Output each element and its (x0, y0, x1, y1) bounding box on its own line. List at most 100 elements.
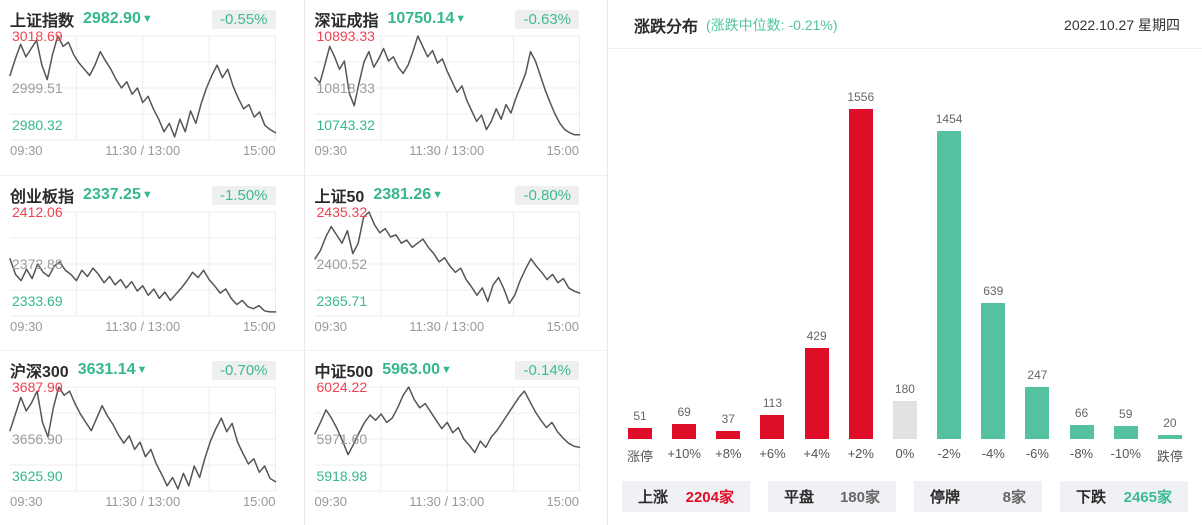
bar-group[interactable]: 37 (708, 412, 748, 439)
x-tick-close: 15:00 (242, 494, 276, 509)
x-axis-ticks: 09:30 11:30 / 13:00 15:00 (315, 494, 580, 509)
y-low-label: 10743.32 (316, 117, 375, 133)
distribution-bar[interactable] (760, 415, 785, 439)
distribution-bar[interactable] (892, 401, 917, 439)
bar-group[interactable]: 20 (1150, 416, 1190, 439)
x-axis-ticks: 09:30 11:30 / 13:00 15:00 (315, 143, 580, 158)
index-card-szse-component[interactable]: 深证成指 10750.14 ▼ -0.63% 10893.33 10818.33… (303, 0, 608, 175)
index-card-header: 创业板指 2337.25 ▼ -1.50% (10, 183, 276, 207)
y-prevclose-label: 2999.51 (12, 80, 63, 96)
down-arrow-icon: ▼ (141, 13, 153, 25)
bar-category-label: -6% (1025, 446, 1049, 461)
y-prevclose-label: 2400.52 (316, 256, 368, 272)
bar-group[interactable]: 1454 (929, 112, 969, 439)
bar-category-label: +8% (715, 446, 742, 461)
change-percent-badge: -0.14% (515, 360, 579, 380)
index-card-header: 中证500 5963.00 ▼ -0.14% (315, 358, 579, 382)
distribution-bar[interactable] (1157, 435, 1182, 439)
y-low-label: 2333.69 (12, 293, 63, 309)
sparkline-svg (10, 36, 276, 140)
down-arrow-icon: ▼ (455, 13, 467, 25)
bar-value-label: 66 (1074, 406, 1089, 420)
summary-label: 下跌 (1076, 489, 1107, 506)
distribution-bar[interactable] (937, 131, 962, 439)
bar-group[interactable]: 180 (885, 382, 925, 439)
bar-group[interactable]: 51 (620, 409, 660, 439)
x-tick-close: 15:00 (546, 494, 579, 509)
bar-group[interactable]: 69 (664, 405, 704, 439)
bar-group[interactable]: 66 (1062, 406, 1102, 439)
index-card-csi-300[interactable]: 沪深300 3631.14 ▼ -0.70% 3687.90 3656.90 3… (0, 350, 304, 525)
distribution-bar[interactable] (1069, 425, 1094, 439)
distribution-bar[interactable] (628, 428, 652, 439)
distribution-bar[interactable] (848, 109, 873, 439)
bar-category-label: 0% (895, 446, 915, 461)
x-tick-open: 09:30 (314, 494, 348, 509)
index-card-header: 上证50 2381.26 ▼ -0.80% (315, 183, 579, 207)
intraday-line-chart: 6024.22 5971.60 5918.98 (315, 380, 580, 491)
median-change-label: (涨跌中位数: -0.21%) (706, 17, 838, 33)
x-tick-midday: 11:30 / 13:00 (409, 319, 485, 334)
index-value: 10750.14 (387, 10, 455, 27)
index-card-header: 深证成指 10750.14 ▼ -0.63% (315, 7, 579, 31)
intraday-line-chart: 2435.32 2400.52 2365.71 (315, 205, 580, 316)
index-card-sse-50[interactable]: 上证50 2381.26 ▼ -0.80% 2435.32 2400.52 23… (303, 175, 607, 350)
summary-advancers[interactable]: 上涨 2204家 (622, 481, 750, 512)
intraday-line-chart: 3018.69 2999.51 2980.32 (10, 29, 276, 140)
bar-group[interactable]: 429 (797, 329, 837, 439)
bar-group[interactable]: 247 (1017, 368, 1057, 439)
index-value: 2982.90 (83, 10, 141, 27)
distribution-bar[interactable] (672, 424, 697, 439)
distribution-bar[interactable] (1025, 387, 1050, 439)
bar-value-label: 639 (983, 284, 1004, 298)
summary-unchanged[interactable]: 平盘 180家 (768, 481, 896, 512)
index-card-csi-500[interactable]: 中证500 5963.00 ▼ -0.14% 6024.22 5971.60 5… (303, 350, 607, 525)
distribution-panel: 涨跌分布 (涨跌中位数: -0.21%) 2022.10.27 星期四 51 69… (608, 0, 1202, 525)
x-tick-midday: 11:30 / 13:00 (105, 494, 181, 509)
distribution-bar[interactable] (716, 431, 741, 439)
y-prevclose-label: 3656.90 (12, 431, 63, 447)
y-low-label: 3625.90 (12, 468, 63, 484)
distribution-bars: 51 69 37 113 429 1556 180 1454 639 247 66 59 20 (608, 63, 1202, 439)
down-arrow-icon: ▼ (141, 189, 153, 201)
index-value: 2337.25 (83, 186, 141, 203)
y-low-label: 2365.71 (316, 293, 368, 309)
change-percent-badge: -1.50% (211, 185, 276, 205)
change-percent-badge: -0.70% (211, 360, 276, 380)
index-card-header: 沪深300 3631.14 ▼ -0.70% (10, 358, 276, 382)
index-value: 3631.14 (77, 361, 136, 378)
bar-group[interactable]: 113 (752, 396, 792, 439)
bar-value-label: 37 (721, 412, 735, 426)
down-arrow-icon: ▼ (441, 364, 452, 376)
bar-value-label: 1556 (847, 90, 875, 104)
y-high-label: 2412.06 (12, 204, 63, 220)
bar-group[interactable]: 639 (973, 284, 1013, 439)
sparkline-svg (315, 212, 580, 316)
bar-group[interactable]: 1556 (841, 90, 881, 439)
y-high-label: 3018.69 (12, 28, 63, 44)
x-tick-midday: 11:30 / 13:00 (409, 494, 485, 509)
sparkline-svg (315, 36, 580, 140)
index-card-sse-composite[interactable]: 上证指数 2982.90 ▼ -0.55% 3018.69 2999.51 29… (0, 0, 304, 175)
x-axis-ticks: 09:30 11:30 / 13:00 15:00 (315, 319, 580, 334)
x-tick-close: 15:00 (546, 319, 579, 334)
index-card-chinext[interactable]: 创业板指 2337.25 ▼ -1.50% 2412.06 2372.88 23… (0, 175, 304, 350)
bar-group[interactable]: 59 (1106, 407, 1146, 439)
bar-value-label: 20 (1163, 416, 1177, 430)
distribution-bar[interactable] (981, 303, 1006, 439)
x-tick-close: 15:00 (242, 143, 276, 158)
down-arrow-icon: ▼ (432, 189, 444, 201)
date-label: 2022.10.27 星期四 (1064, 17, 1180, 33)
summary-decliners[interactable]: 下跌 2465家 (1060, 481, 1188, 512)
summary-label: 停牌 (930, 489, 961, 506)
summary-suspended[interactable]: 停牌 8家 (914, 481, 1042, 512)
intraday-line-chart: 3687.90 3656.90 3625.90 (10, 380, 276, 491)
y-low-label: 2980.32 (12, 117, 63, 133)
distribution-bar[interactable] (804, 348, 829, 439)
distribution-bar[interactable] (1113, 426, 1138, 439)
x-tick-midday: 11:30 / 13:00 (105, 143, 181, 158)
summary-value: 8家 (1002, 489, 1026, 506)
y-high-label: 6024.22 (316, 379, 368, 395)
bar-category-label: +10% (667, 446, 701, 461)
